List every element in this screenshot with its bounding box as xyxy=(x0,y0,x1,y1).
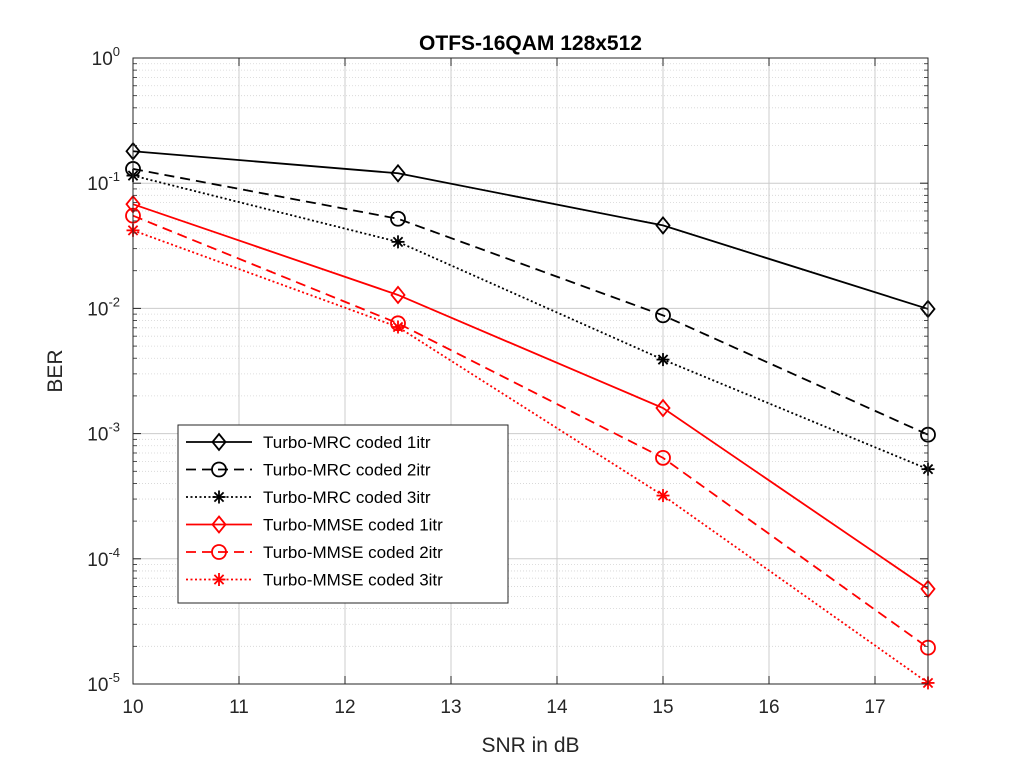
data-point-5-3 xyxy=(655,449,671,466)
x-tick-label: 13 xyxy=(440,697,461,718)
chart-title: OTFS-16QAM 128x512 xyxy=(419,32,642,55)
legend-entry: Turbo-MMSE coded 2itr xyxy=(186,543,443,562)
legend-label: Turbo-MRC coded 1itr xyxy=(263,433,431,452)
circle-marker-shape xyxy=(211,461,227,478)
asterisk-marker-stroke xyxy=(392,321,404,333)
asterisk-marker-stroke xyxy=(392,236,404,248)
legend-marker xyxy=(211,544,227,560)
x-tick-label: 14 xyxy=(546,697,568,718)
axes-box xyxy=(132,57,929,685)
data-point-3-3 xyxy=(656,353,670,367)
x-tick-label: 17 xyxy=(864,697,885,718)
series-line-1 xyxy=(132,150,929,310)
data-point-4-3 xyxy=(655,398,671,418)
circle-marker-shape xyxy=(655,307,671,324)
legend-entry: Turbo-MMSE coded 1itr xyxy=(186,515,443,535)
x-tick-label: 16 xyxy=(758,697,779,718)
data-point-2-3 xyxy=(655,307,671,324)
legend-marker xyxy=(211,432,227,452)
diamond-marker-shape xyxy=(655,398,671,418)
x-tick-label: 11 xyxy=(229,697,249,718)
data-point-3-2 xyxy=(391,235,405,249)
y-axis-title: BER xyxy=(44,349,67,392)
circle-marker-shape xyxy=(211,544,227,560)
data-point-6-2 xyxy=(391,320,405,334)
asterisk-marker-stroke xyxy=(657,490,669,501)
diamond-marker-shape xyxy=(211,515,227,534)
diamond-marker-shape xyxy=(655,215,671,235)
x-axis-title: SNR in dB xyxy=(481,734,579,757)
y-tick-label: 10-2 xyxy=(87,294,120,320)
y-tick-label: 100 xyxy=(92,44,120,70)
x-tick-labels: 10 11 12 13 14 15 16 17 xyxy=(122,697,885,718)
diamond-marker-shape xyxy=(390,163,406,183)
legend: Turbo-MRC coded 1itr Turbo-MRC coded 2itr… xyxy=(177,424,509,604)
legend-label: Turbo-MRC coded 3itr xyxy=(263,488,431,507)
legend-marker xyxy=(211,461,227,478)
x-tick-label: 15 xyxy=(652,697,673,718)
data-point-1-3 xyxy=(655,215,671,235)
legend-label: Turbo-MRC coded 2itr xyxy=(263,461,431,480)
data-point-1-2 xyxy=(390,163,406,183)
diamond-marker-shape xyxy=(390,285,406,305)
asterisk-marker-stroke xyxy=(213,574,225,585)
x-tick-label: 12 xyxy=(334,697,355,718)
asterisk-marker-stroke xyxy=(213,491,225,503)
y-tick-label: 10-1 xyxy=(87,169,120,195)
legend-marker xyxy=(211,515,227,534)
data-point-2-2 xyxy=(390,210,406,227)
series-line-3 xyxy=(132,174,929,470)
series-line-6 xyxy=(132,229,929,684)
series-line-4 xyxy=(132,203,929,590)
diamond-marker-shape xyxy=(211,432,227,452)
y-tick-label: 10-3 xyxy=(87,420,120,446)
y-tick-labels: 10-5 10-4 10-3 10-2 10-1 100 xyxy=(87,44,120,696)
circle-marker-shape xyxy=(655,449,671,466)
legend-label: Turbo-MMSE coded 1itr xyxy=(263,516,443,535)
series-line-5 xyxy=(132,214,929,649)
legend-marker xyxy=(212,573,226,586)
data-point-4-2 xyxy=(390,285,406,305)
legend-entry: Turbo-MRC coded 3itr xyxy=(186,488,431,507)
legend-entry: Turbo-MMSE coded 3itr xyxy=(186,571,443,590)
x-tick-label: 10 xyxy=(122,697,143,718)
legend-entry: Turbo-MRC coded 2itr xyxy=(186,461,431,480)
legend-label: Turbo-MMSE coded 2itr xyxy=(263,543,443,562)
y-tick-label: 10-5 xyxy=(87,670,120,696)
series-line-2 xyxy=(132,168,929,436)
data-point-6-3 xyxy=(656,489,670,503)
legend-label: Turbo-MMSE coded 3itr xyxy=(263,571,443,590)
y-tick-label: 10-4 xyxy=(87,545,120,571)
legend-marker xyxy=(212,490,226,504)
asterisk-marker-stroke xyxy=(657,354,669,365)
circle-marker-shape xyxy=(390,210,406,227)
tick-marks xyxy=(132,57,928,685)
legend-entry: Turbo-MRC coded 1itr xyxy=(186,432,431,452)
legend-box xyxy=(177,424,509,604)
